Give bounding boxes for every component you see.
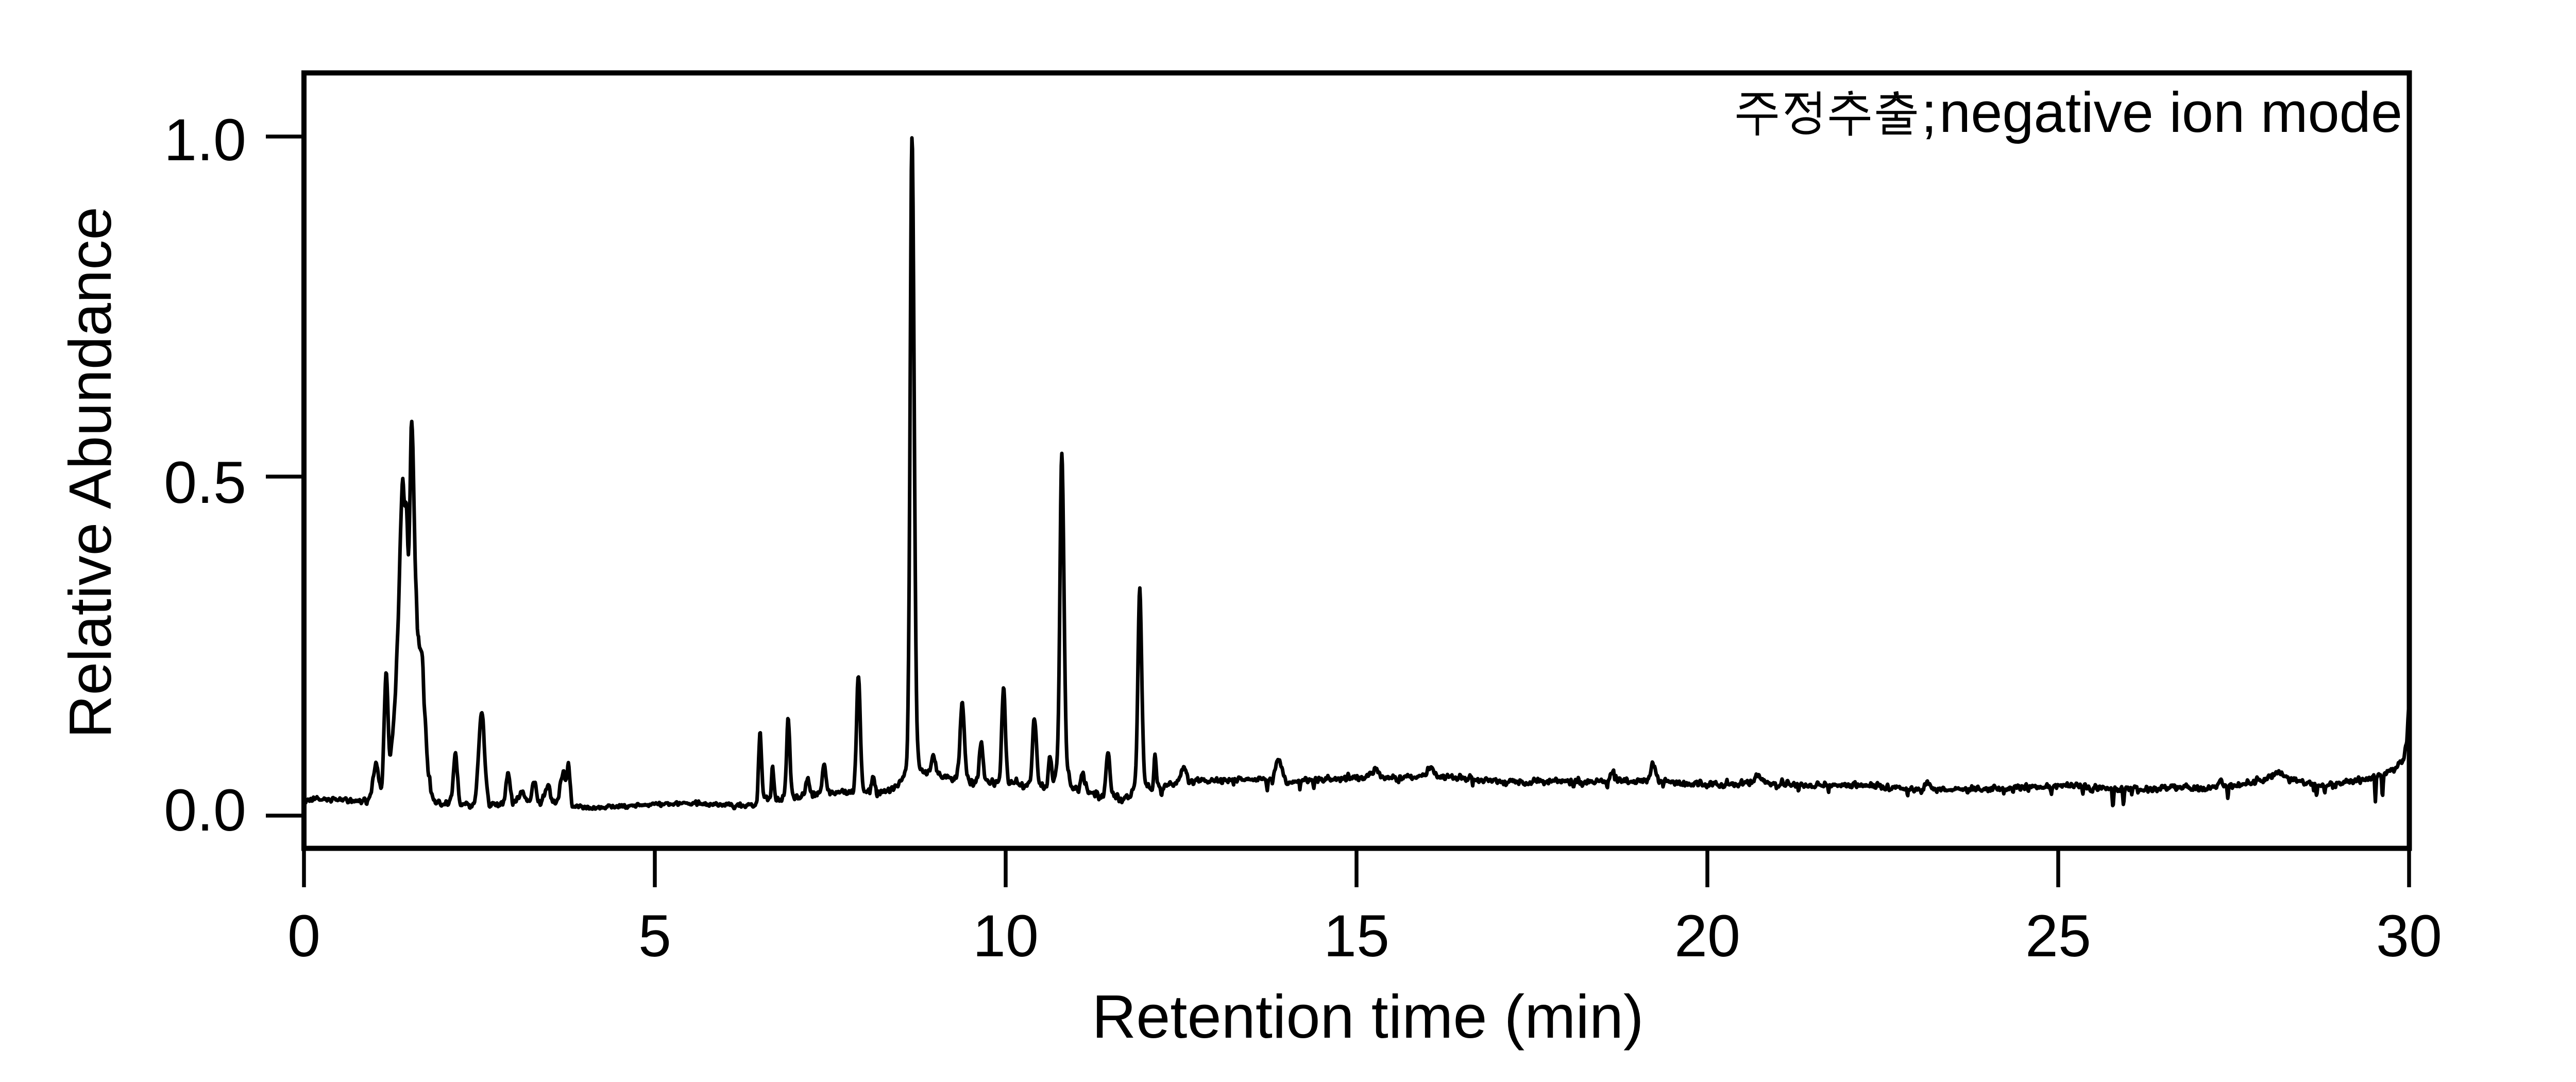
svg-text:5: 5: [638, 903, 671, 969]
svg-text:1.0: 1.0: [164, 107, 246, 173]
svg-text:15: 15: [1324, 903, 1389, 969]
svg-text:20: 20: [1674, 903, 1740, 969]
svg-text:0.5: 0.5: [164, 450, 246, 516]
svg-text:0: 0: [287, 903, 320, 969]
svg-text:10: 10: [973, 903, 1039, 969]
svg-text:30: 30: [2376, 903, 2442, 969]
svg-text:Retention time (min): Retention time (min): [1092, 983, 1643, 1051]
svg-text:negative ion mode: negative ion mode: [1939, 81, 2402, 144]
svg-text:0.0: 0.0: [164, 777, 246, 843]
svg-text:;: ;: [1921, 81, 1937, 144]
svg-text:Relative Abundance: Relative Abundance: [57, 207, 124, 738]
svg-text:25: 25: [2025, 903, 2091, 969]
